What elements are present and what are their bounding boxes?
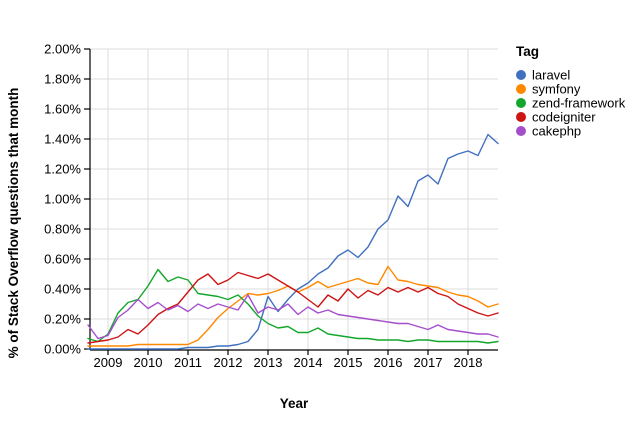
gridlines xyxy=(90,48,498,350)
y-tick-label: 1.60% xyxy=(44,102,81,117)
y-tick-label: 0.40% xyxy=(44,282,81,297)
legend-label: symfony xyxy=(532,82,581,97)
legend-item-cakephp: cakephp xyxy=(516,124,581,139)
legend-swatch-cakephp xyxy=(516,126,526,136)
x-tick-label: 2010 xyxy=(134,355,163,370)
x-tick-label: 2016 xyxy=(374,355,403,370)
legend-swatch-symfony xyxy=(516,84,526,94)
y-tick-label: 1.80% xyxy=(44,72,81,87)
series-line-zend-framework xyxy=(87,268,499,344)
y-tick-label: 0.20% xyxy=(44,312,81,327)
y-tick-label: 1.20% xyxy=(44,162,81,177)
legend-label: laravel xyxy=(532,68,570,83)
legend-swatch-codeigniter xyxy=(516,112,526,122)
x-tick-label: 2018 xyxy=(454,355,483,370)
x-tick-label: 2015 xyxy=(334,355,363,370)
y-tick-label: 2.00% xyxy=(44,42,81,57)
legend-label: codeigniter xyxy=(532,110,596,125)
y-tick-label: 0.00% xyxy=(44,342,81,357)
series-line-symfony xyxy=(87,265,499,347)
series-line-codeigniter xyxy=(87,271,499,344)
y-axis-title: % of Stack Overflow questions that month xyxy=(6,88,21,359)
series-lines xyxy=(87,133,499,350)
legend-swatch-laravel xyxy=(516,70,526,80)
legend-item-codeigniter: codeigniter xyxy=(516,110,596,125)
x-tick-label: 2014 xyxy=(294,355,323,370)
x-tick-label: 2013 xyxy=(254,355,283,370)
legend: Tag laravelsymfonyzend-frameworkcodeigni… xyxy=(516,44,626,139)
legend-label: cakephp xyxy=(532,124,581,139)
x-axis-title: Year xyxy=(280,396,309,411)
series-line-cakephp xyxy=(87,294,499,340)
y-tick-label: 0.60% xyxy=(44,252,81,267)
legend-swatch-zend-framework xyxy=(516,98,526,108)
x-tick-label: 2012 xyxy=(214,355,243,370)
y-tick-label: 1.40% xyxy=(44,132,81,147)
legend-title: Tag xyxy=(516,44,539,59)
x-tick-label: 2011 xyxy=(174,355,202,370)
axes: 0.00% 0.20% 0.40% 0.60% 0.80% 1.00% 1.20% 1.40%… xyxy=(44,42,498,370)
legend-item-symfony: symfony xyxy=(516,82,581,97)
x-tick-label: 2009 xyxy=(94,355,123,370)
y-tick-label: 1.00% xyxy=(44,192,81,207)
legend-label: zend-framework xyxy=(532,96,626,111)
y-tick-label: 0.80% xyxy=(44,222,81,237)
series-line-laravel xyxy=(87,133,499,350)
x-tick-label: 2017 xyxy=(414,355,443,370)
legend-item-laravel: laravel xyxy=(516,68,570,83)
legend-item-zend-framework: zend-framework xyxy=(516,96,626,111)
